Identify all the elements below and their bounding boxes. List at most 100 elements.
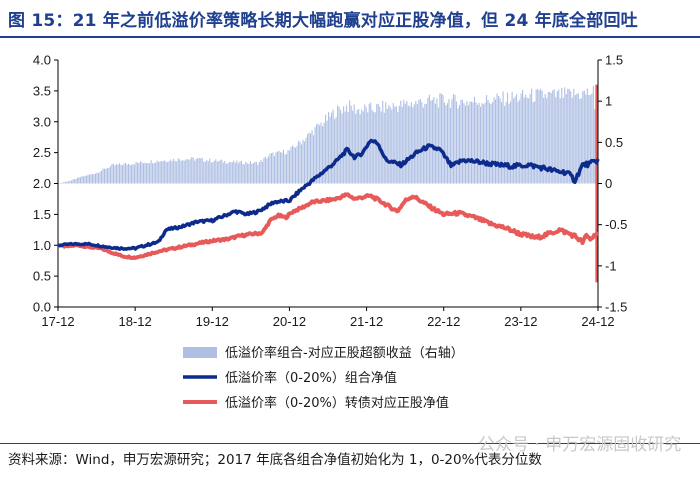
bar [434,103,436,184]
right-tick-label: 0.5 [605,135,623,150]
bar [403,99,405,184]
bar [152,163,154,184]
bar [332,109,334,184]
bar [526,97,528,184]
title-rule [0,36,700,38]
bar [520,93,522,184]
bar [478,102,480,184]
bar [510,101,512,184]
bar [78,177,80,184]
right-tick-label: -0.5 [605,217,627,232]
bar [114,165,116,184]
left-tick-label: 1.0 [33,238,51,253]
bar [310,133,312,184]
bar [451,99,453,184]
bar [550,93,552,184]
bar [567,88,569,184]
bar [257,164,259,184]
watermark: 公众号 · 申万宏源固收研究 [478,435,682,455]
bar [355,113,357,184]
bar [463,103,465,184]
bar [374,112,376,184]
left-tick-label: 3.5 [33,83,51,98]
bar [170,159,172,184]
bar [553,89,555,184]
legend-swatch-bar [183,347,217,358]
bar [455,101,458,184]
bar [93,174,95,184]
bar [97,172,100,184]
bar [582,91,584,184]
bar [331,112,333,184]
bar [329,116,331,184]
bar [297,140,300,184]
bar [127,163,130,184]
bar [252,163,254,184]
bar [132,164,134,184]
bar [75,179,77,184]
bar [194,160,196,184]
bar [158,161,160,184]
bar [243,164,245,184]
chart-title: 图 15：21 年之前低溢价率策略长期大幅跑赢对应正股净值，但 24 年底全部回… [8,11,638,31]
bar [167,162,169,184]
bar [445,105,447,184]
bar [585,94,587,184]
bar [501,102,503,184]
bar [458,105,461,184]
bar [303,141,306,184]
bar [248,163,250,184]
bar [508,103,510,184]
bar [105,168,107,184]
left-tick-label: 2.5 [33,145,51,160]
series-line-portfolio-nav [57,138,600,251]
bar [106,167,109,184]
bar [281,152,283,184]
bar [117,164,119,184]
bar [454,94,456,184]
bar [425,103,427,184]
bar [242,164,244,184]
bar [436,98,438,184]
x-tick-label: 22-12 [427,314,460,329]
bar [79,177,81,184]
bar [358,109,360,184]
bar [276,151,279,184]
bar [216,161,218,184]
bar [580,98,582,184]
bar [149,163,151,184]
bar [388,105,390,184]
bar [161,161,163,184]
source-rule [0,443,700,444]
bar [555,97,557,184]
bar [419,98,421,184]
bar [325,114,327,184]
bar [255,162,257,184]
bar [407,105,409,184]
bar [316,124,318,184]
bar [272,152,274,184]
bar [236,160,238,184]
bar [137,162,139,184]
bar [100,170,103,184]
bar [219,160,221,184]
legend: 低溢价率组合-对应正股超额收益（右轴） 低溢价率（0-20%）组合净值低溢价率（0… [183,345,464,411]
bar [206,160,208,184]
bar [299,142,301,184]
bar [245,161,247,184]
bar [183,160,185,184]
bar [466,101,468,184]
bar [87,174,89,184]
bar [346,105,348,184]
bar [260,160,262,184]
bar [353,104,355,184]
bar [594,109,596,184]
legend-label: 低溢价率（0-20%）组合净值 [225,370,397,386]
bar [338,107,340,184]
bar [168,161,170,184]
bar [70,180,72,184]
bar [123,163,125,184]
bar [296,145,298,184]
bar [532,102,534,184]
bar [461,99,464,184]
